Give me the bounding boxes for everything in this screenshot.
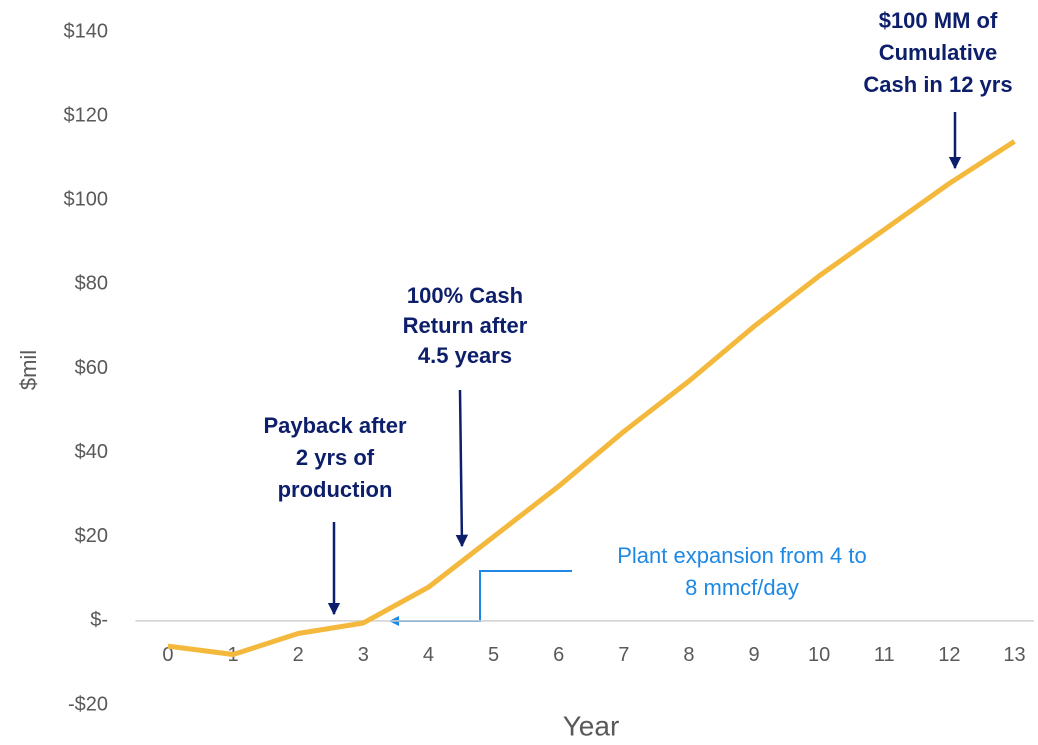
annotation: 100% Cash: [407, 283, 523, 308]
y-tick-label: $60: [75, 357, 108, 379]
annotation: Cumulative: [879, 40, 998, 65]
x-tick-label: 10: [808, 644, 830, 666]
x-tick-label: 12: [938, 644, 960, 666]
x-tick-label: 13: [1003, 644, 1025, 666]
annotation: Return after: [403, 313, 528, 338]
x-axis-label: Year: [563, 710, 620, 741]
x-tick-label: 4: [423, 644, 434, 666]
x-tick-label: 9: [748, 644, 759, 666]
annotation: Cash in 12 yrs: [863, 72, 1012, 97]
y-tick-label: $20: [75, 525, 108, 547]
annotation: $100 MM of: [879, 8, 998, 33]
annotation: production: [278, 477, 393, 502]
annotation: 8 mmcf/day: [685, 575, 799, 600]
annotation: 2 yrs of: [296, 445, 375, 470]
y-axis-label: $mil: [16, 350, 41, 390]
x-tick-label: 11: [874, 644, 895, 666]
y-tick-label: $40: [75, 441, 108, 463]
x-tick-label: 3: [358, 644, 369, 666]
y-tick-label: $140: [64, 20, 109, 42]
x-tick-label: 7: [618, 644, 629, 666]
y-tick-label: $-: [90, 609, 108, 631]
annotation: Plant expansion from 4 to: [617, 543, 866, 568]
line: [167, 139, 1016, 658]
x-tick-label: 2: [293, 644, 304, 666]
x-tick-label: 5: [488, 644, 499, 666]
x-tick-label: 6: [553, 644, 564, 666]
x-tick-label: 0: [162, 644, 173, 666]
y-tick-label: $120: [64, 104, 109, 126]
y-tick-label: -$20: [68, 693, 108, 715]
y-tick-label: $100: [64, 189, 109, 211]
y-tick-label: $80: [75, 273, 108, 295]
annotation: 4.5 years: [418, 343, 512, 368]
x-tick-label: 8: [683, 644, 694, 666]
arrow: [455, 389, 469, 548]
annotation: Payback after: [263, 413, 407, 438]
